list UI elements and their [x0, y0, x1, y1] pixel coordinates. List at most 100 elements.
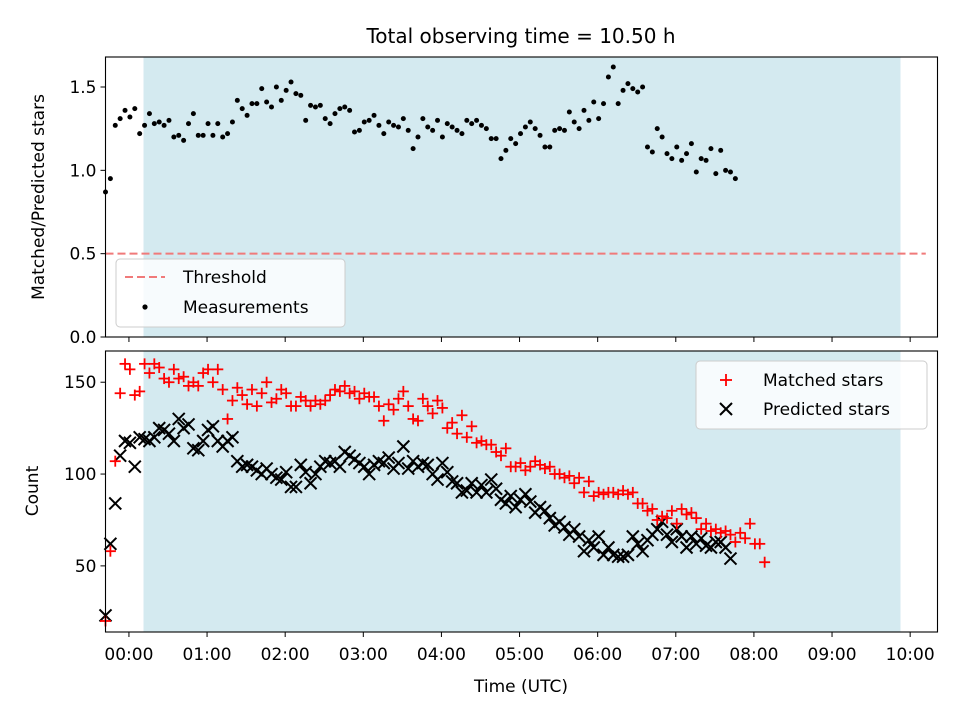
measurement-point — [151, 121, 157, 127]
measurement-point — [366, 117, 372, 123]
bottom-xtick-label: 06:00 — [573, 645, 622, 665]
measurement-point — [317, 102, 323, 108]
matched-star-point — [397, 385, 409, 397]
matched-star-point — [607, 486, 619, 498]
predicted-star-point — [679, 540, 694, 555]
predicted-star-point — [489, 482, 503, 496]
matched-star-point — [290, 400, 302, 412]
matched-star-point — [700, 518, 712, 530]
measurement-point — [361, 119, 367, 125]
bottom-generated-marks: 50 100 150 00:00 01:00 02:00 03:00 04:00 05:00 06… — [64, 358, 935, 665]
legend-measurements-label: Measurements — [183, 298, 309, 318]
measurement-point — [176, 132, 182, 138]
matched-star-point — [329, 384, 341, 396]
bottom-xlabel: Time (UTC) — [473, 677, 568, 697]
measurement-point — [522, 124, 528, 130]
matched-star-point — [739, 532, 751, 544]
measurement-point — [410, 146, 416, 152]
measurement-point — [195, 132, 201, 138]
bottom-xtick-label: 00:00 — [104, 645, 153, 665]
top-legend: Threshold Measurements — [115, 258, 346, 328]
measurement-point — [215, 121, 221, 127]
legend-predicted-label: Predicted stars — [763, 400, 890, 420]
measurement-point — [352, 129, 358, 135]
predicted-star-point — [362, 467, 376, 481]
measurement-point — [708, 146, 714, 152]
measurement-point — [190, 111, 196, 117]
predicted-star-point — [196, 434, 210, 448]
predicted-star-point — [538, 504, 552, 518]
measurement-point — [610, 64, 616, 70]
measurement-point — [527, 119, 533, 125]
measurement-point — [220, 134, 226, 140]
predicted-star-point — [596, 548, 611, 562]
measurement-point — [518, 131, 524, 137]
measurement-point — [327, 121, 333, 127]
matched-star-point — [261, 376, 273, 388]
measurement-point — [552, 127, 558, 133]
top-ytick-label: 0.5 — [69, 245, 96, 265]
measurement-point — [107, 176, 113, 182]
matched-star-point — [114, 387, 126, 399]
matched-star-point — [104, 545, 116, 557]
measurement-point — [688, 141, 694, 147]
predicted-star-point — [674, 529, 689, 544]
predicted-star-point — [504, 489, 518, 503]
measurement-point — [127, 114, 133, 120]
predicted-star-point — [591, 529, 606, 544]
measurement-point — [425, 124, 431, 130]
predicted-star-point — [391, 456, 406, 470]
measurement-point — [405, 127, 411, 133]
measurement-point — [259, 86, 265, 92]
predicted-star-point — [289, 480, 303, 494]
matched-star-point — [163, 376, 175, 388]
matched-star-point — [202, 363, 214, 375]
measurement-point — [464, 117, 470, 123]
matched-star-point — [134, 385, 146, 397]
measurement-point — [312, 104, 318, 110]
matched-star-point — [353, 393, 365, 405]
measurement-point — [615, 101, 621, 107]
matched-star-point — [705, 525, 717, 537]
measurement-point — [400, 116, 406, 122]
measurement-point — [156, 119, 162, 125]
measurement-point — [112, 122, 118, 128]
predicted-star-point — [435, 456, 450, 470]
predicted-star-point — [279, 465, 293, 479]
matched-star-point — [373, 400, 385, 412]
predicted-star-point — [167, 434, 181, 448]
matched-star-point — [558, 472, 570, 484]
top-generated-marks: 0.0 0.5 1.0 1.5 — [69, 64, 926, 348]
matched-star-point — [568, 477, 580, 489]
matched-star-point — [407, 413, 419, 425]
measurement-point — [493, 136, 499, 142]
predicted-star-point — [508, 500, 523, 514]
measurement-point — [684, 151, 690, 157]
measurement-point — [166, 117, 172, 123]
matched-star-point — [734, 527, 746, 539]
matched-star-point — [461, 431, 473, 443]
matched-star-point — [690, 512, 702, 524]
measurement-point — [601, 101, 607, 107]
measurement-point — [561, 127, 567, 133]
matched-star-point — [524, 461, 536, 473]
matched-star-point — [729, 536, 741, 548]
matched-star-point — [109, 455, 121, 467]
bottom-xtick-label: 09:00 — [808, 645, 857, 665]
matched-star-point — [637, 497, 649, 509]
matched-star-point — [412, 415, 424, 427]
measurement-point — [386, 119, 392, 125]
measurement-point — [591, 99, 597, 105]
matched-star-point — [241, 398, 253, 410]
predicted-star-point — [450, 476, 464, 490]
predicted-star-point — [123, 436, 137, 450]
matched-star-point — [563, 470, 575, 482]
predicted-star-point — [484, 472, 498, 487]
measurement-point — [181, 137, 187, 143]
top-ytick-label: 1.5 — [69, 78, 96, 98]
matched-star-point — [500, 442, 512, 454]
matched-star-point — [139, 358, 151, 370]
measurement-point — [229, 119, 235, 125]
measurement-point — [234, 97, 240, 103]
